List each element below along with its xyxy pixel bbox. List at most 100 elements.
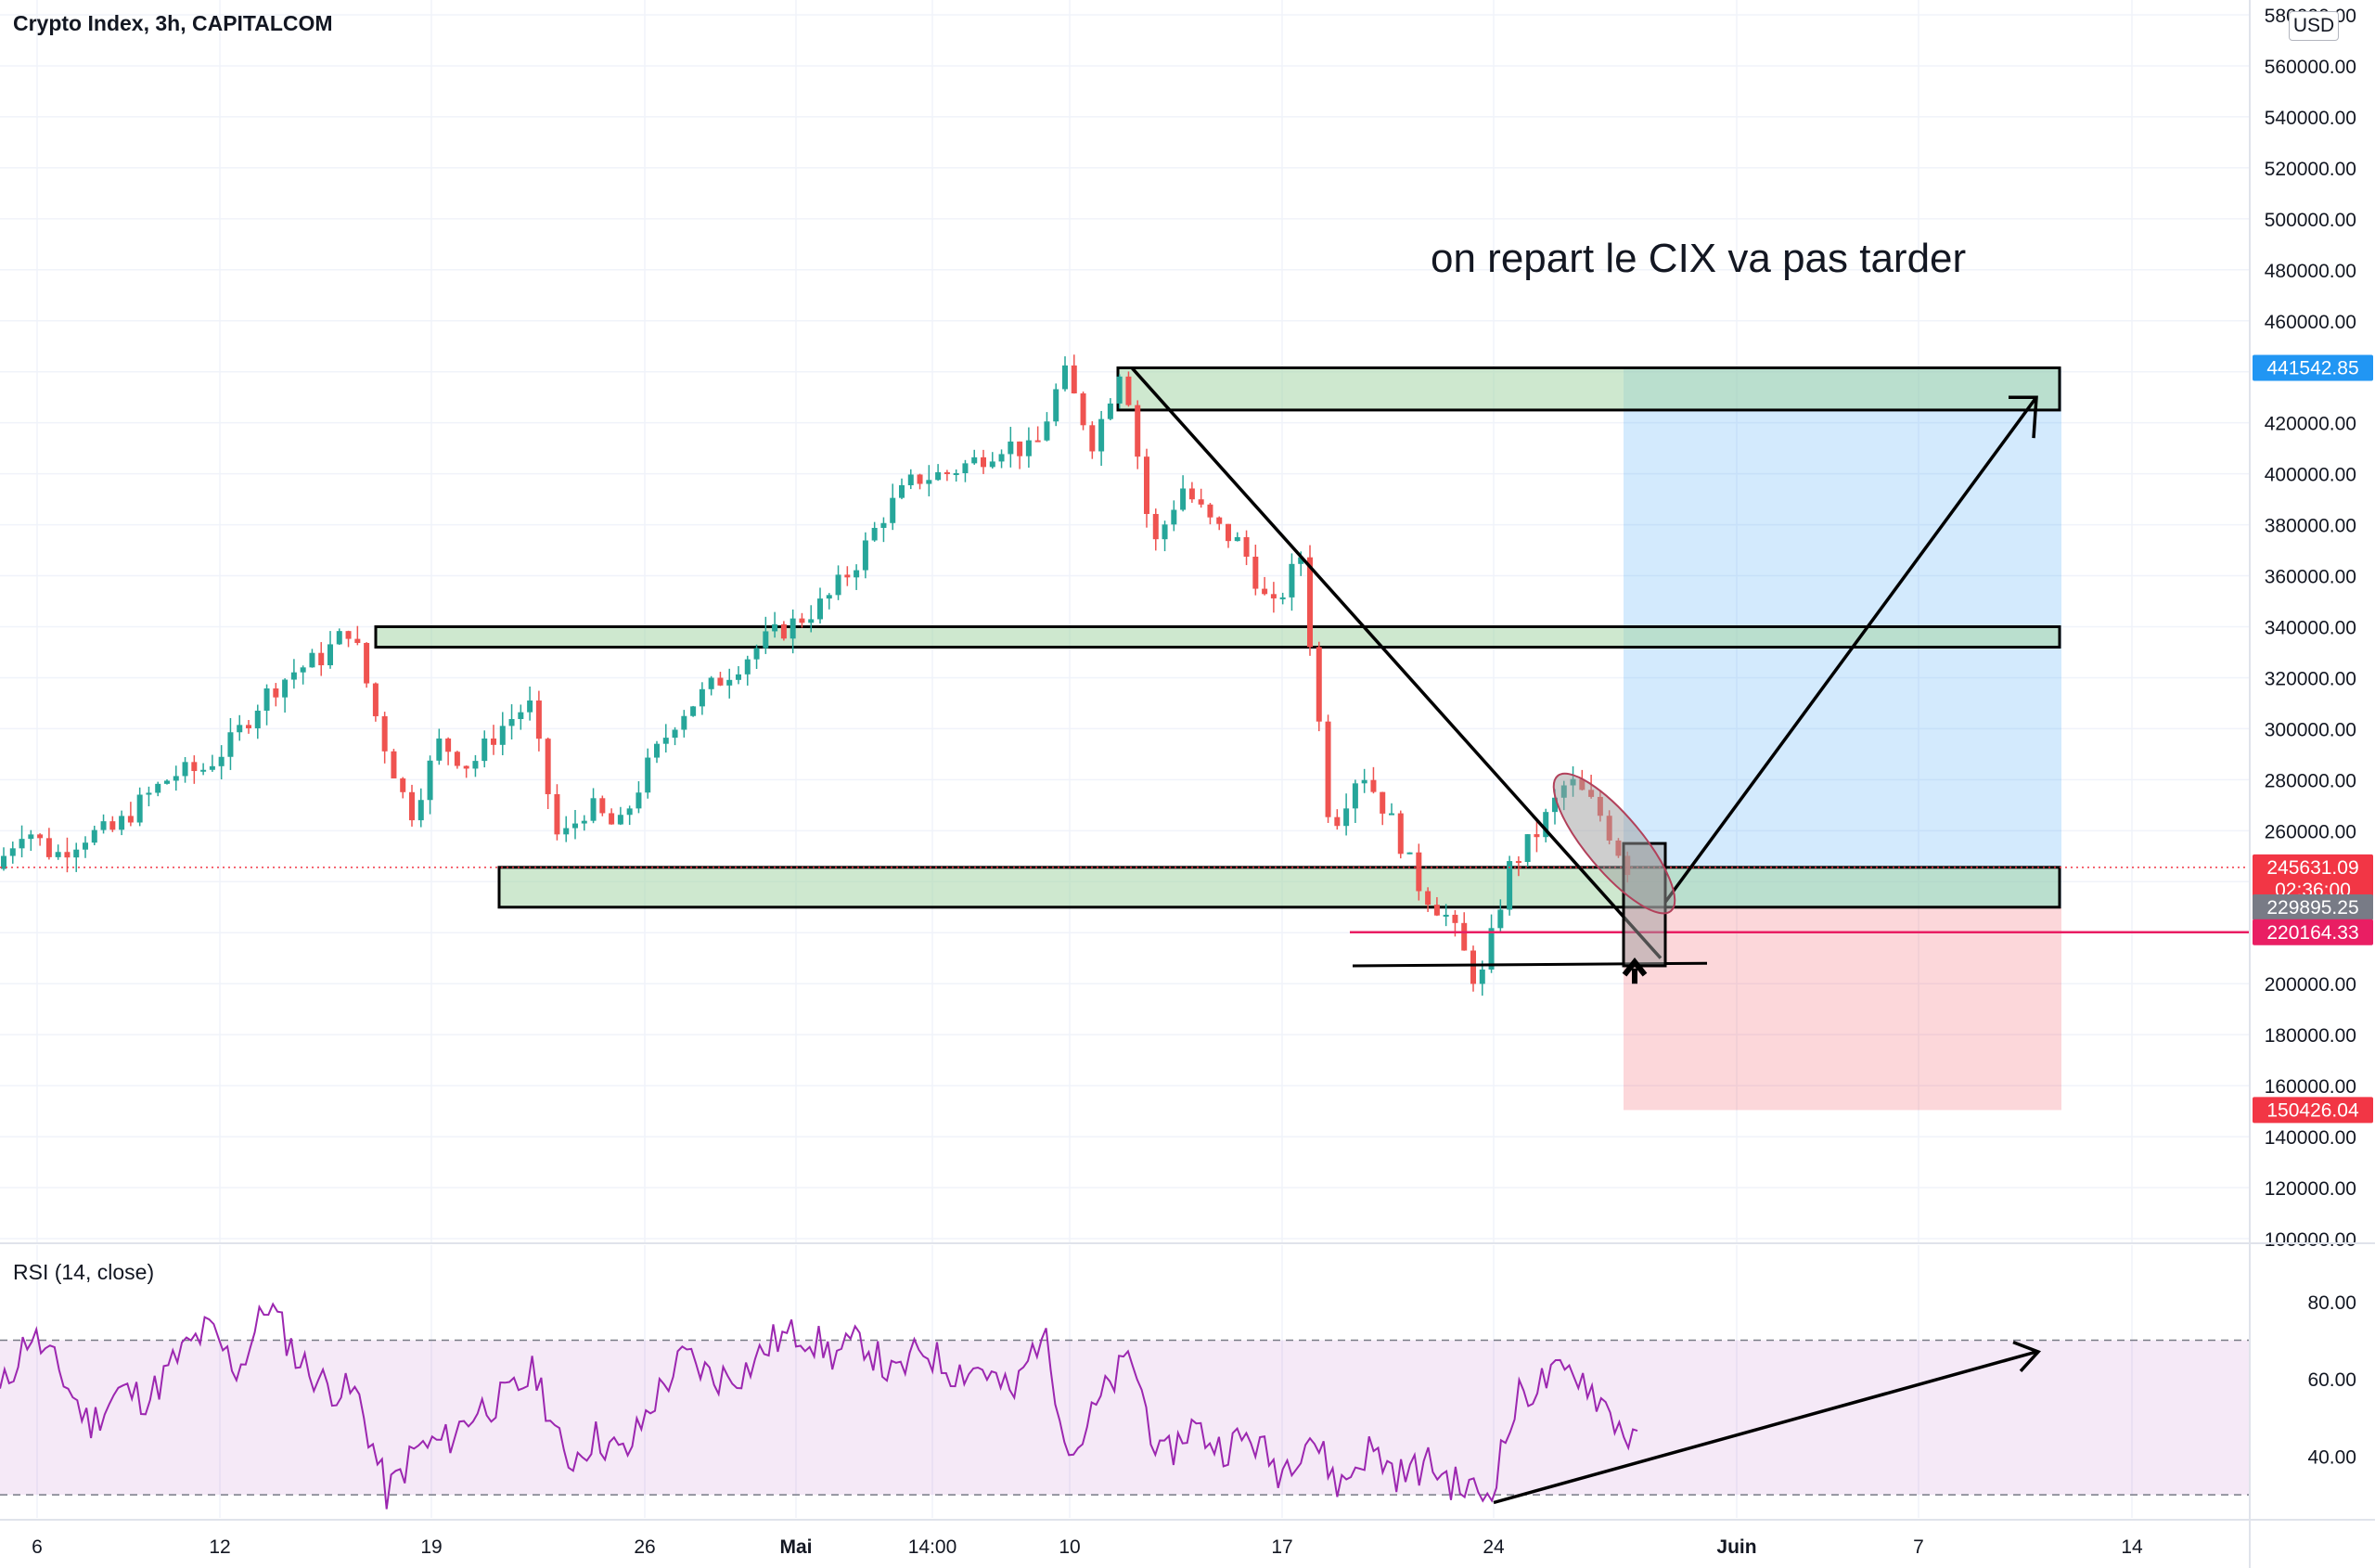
candle-body bbox=[155, 783, 161, 793]
time-tick-label: 7 bbox=[1913, 1536, 1924, 1558]
target-arrow-line[interactable] bbox=[1663, 396, 2038, 904]
time-tick-label: 26 bbox=[634, 1536, 655, 1558]
rsi-tick-label: 80.00 bbox=[2307, 1292, 2356, 1314]
rsi-tick-label: 40.00 bbox=[2307, 1447, 2356, 1469]
candle-body bbox=[1262, 588, 1268, 595]
candle-body bbox=[799, 618, 805, 623]
support-resistance-zone[interactable] bbox=[497, 866, 2061, 909]
candle-body bbox=[590, 798, 597, 821]
candle-body bbox=[136, 794, 143, 823]
time-tick-label: 19 bbox=[420, 1536, 442, 1558]
candle-body bbox=[1171, 509, 1177, 525]
candle-body bbox=[200, 769, 207, 772]
target-arrow-head[interactable] bbox=[2009, 395, 2038, 439]
candle-body bbox=[1515, 861, 1521, 864]
candle-body bbox=[554, 793, 560, 835]
candle-body bbox=[1025, 440, 1032, 456]
symbol-title[interactable]: Crypto Index, 3h, CAPITALCOM bbox=[13, 11, 333, 35]
rsi-arrow-head[interactable] bbox=[2012, 1340, 2042, 1373]
candle-body bbox=[998, 454, 1005, 462]
candle-body bbox=[1389, 813, 1394, 816]
time-tick-label: Juin bbox=[1716, 1536, 1756, 1558]
support-resistance-zone[interactable] bbox=[374, 625, 2061, 649]
candle-body bbox=[290, 672, 297, 680]
candle-body bbox=[1552, 797, 1558, 813]
candle-body bbox=[354, 638, 361, 643]
candle-body bbox=[699, 688, 705, 707]
horizontal-zones[interactable] bbox=[374, 366, 2061, 909]
candle-body bbox=[1216, 517, 1223, 524]
candle-body bbox=[935, 472, 942, 481]
candle-body bbox=[91, 829, 97, 843]
candle-body bbox=[1062, 365, 1068, 390]
price-tag-label: 220164.33 bbox=[2266, 922, 2358, 944]
candle-body bbox=[436, 739, 443, 761]
price-tag bbox=[2253, 354, 2373, 381]
candle-body bbox=[1488, 928, 1495, 970]
stop-zone[interactable] bbox=[1624, 907, 2061, 1111]
time-tick-label: 6 bbox=[32, 1536, 43, 1558]
candle-body bbox=[327, 644, 333, 666]
price-tick-label: 160000.00 bbox=[2265, 1076, 2356, 1098]
price-tick-label: 380000.00 bbox=[2265, 516, 2356, 537]
candle-body bbox=[880, 522, 887, 528]
candle-body bbox=[1289, 563, 1295, 598]
candle-body bbox=[890, 497, 896, 523]
candle-body bbox=[545, 739, 551, 794]
candle-body bbox=[1, 855, 6, 869]
candle-body bbox=[1479, 969, 1485, 984]
candle-body bbox=[772, 623, 778, 632]
candle-body bbox=[609, 813, 615, 825]
candle-body bbox=[1017, 441, 1023, 456]
candle-body bbox=[1207, 504, 1213, 518]
long-position-tool[interactable] bbox=[1624, 367, 2061, 1111]
candle-body bbox=[817, 598, 823, 620]
candle-body bbox=[109, 821, 116, 830]
candle-body bbox=[518, 712, 524, 719]
price-tick-label: 280000.00 bbox=[2265, 770, 2356, 791]
downtrend-line[interactable] bbox=[1130, 366, 1662, 959]
rsi-trend-arrow[interactable] bbox=[1493, 1350, 2037, 1505]
candle-body bbox=[209, 765, 215, 770]
candle-body bbox=[391, 751, 397, 778]
candle-body bbox=[146, 792, 152, 795]
candle-body bbox=[1053, 389, 1059, 422]
highlight-ellipse[interactable] bbox=[1536, 758, 1692, 929]
candle-body bbox=[1534, 834, 1540, 838]
candle-body bbox=[1243, 536, 1250, 558]
trend-drawings[interactable] bbox=[1130, 366, 2038, 984]
price-tick-label: 460000.00 bbox=[2265, 312, 2356, 333]
candle-body bbox=[73, 849, 80, 858]
candle-body bbox=[127, 816, 134, 823]
candle-body bbox=[1198, 499, 1204, 505]
candle-body bbox=[9, 848, 16, 856]
candle-body bbox=[1080, 393, 1086, 426]
price-tick-label: 400000.00 bbox=[2265, 465, 2356, 486]
candle-body bbox=[1397, 813, 1404, 855]
candle-body bbox=[309, 652, 315, 668]
candle-body bbox=[1116, 376, 1123, 404]
candle-body bbox=[1334, 816, 1341, 827]
candle-body bbox=[744, 659, 751, 675]
price-tick-label: 180000.00 bbox=[2265, 1025, 2356, 1047]
candle-body bbox=[1370, 779, 1377, 792]
candle-body bbox=[318, 652, 325, 666]
rsi-title[interactable]: RSI (14, close) bbox=[13, 1260, 155, 1284]
annotation-text[interactable]: on repart le CIX va pas tarder bbox=[1431, 236, 1967, 281]
candle-body bbox=[100, 821, 107, 830]
support-resistance-zone[interactable] bbox=[1116, 366, 2061, 412]
candle-body bbox=[472, 761, 479, 769]
candle-body bbox=[717, 677, 724, 686]
candle-body bbox=[826, 595, 832, 599]
candle-body bbox=[736, 674, 741, 680]
price-tick-label: 420000.00 bbox=[2265, 414, 2356, 435]
candle-body bbox=[19, 839, 25, 849]
candle-body bbox=[899, 484, 905, 498]
candle-body bbox=[808, 619, 815, 623]
candle-body bbox=[173, 776, 179, 781]
candle-body bbox=[1234, 536, 1240, 542]
currency-button[interactable]: USD bbox=[2289, 11, 2339, 41]
candle-body bbox=[254, 710, 261, 728]
